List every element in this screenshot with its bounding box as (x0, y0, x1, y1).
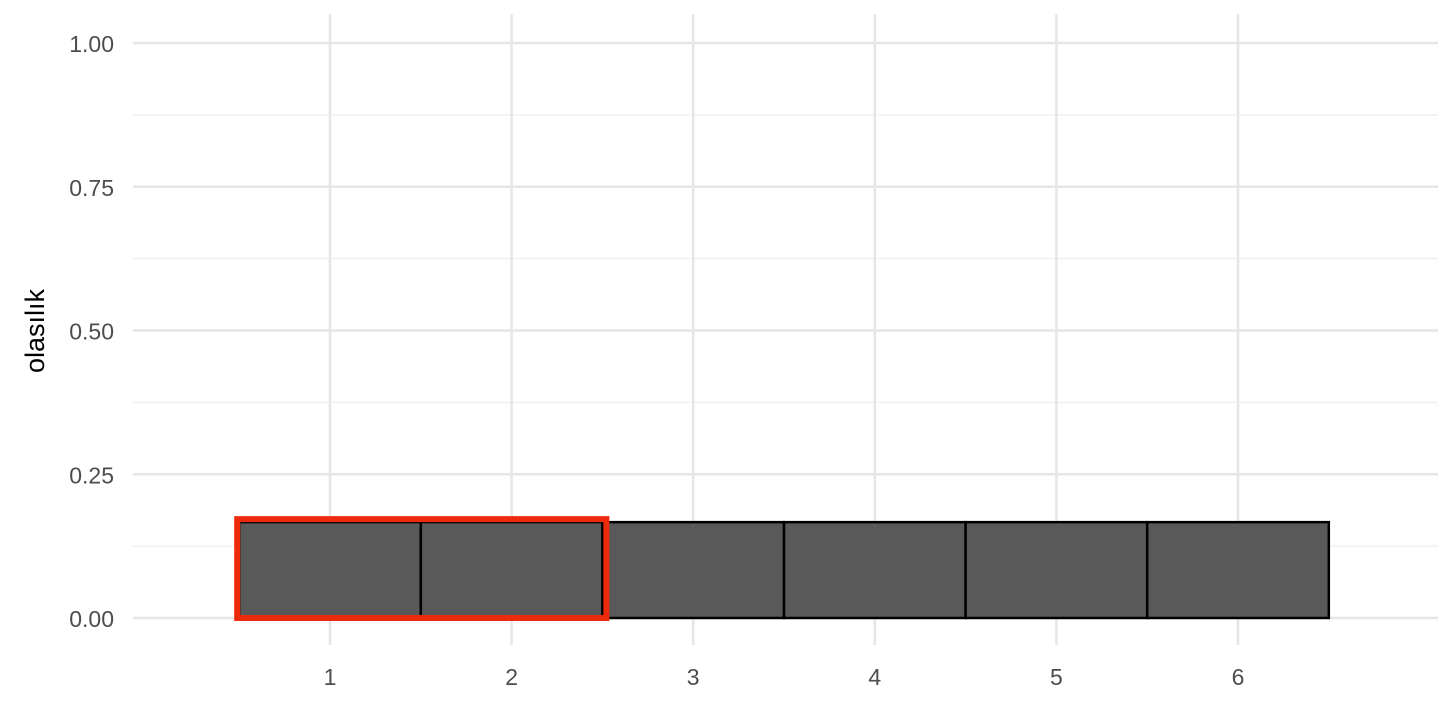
y-tick-labels: 0.00 0.25 0.50 0.75 1.00 (69, 31, 114, 632)
x-tick-labels: 1 2 3 4 5 6 (324, 664, 1245, 690)
highlight (234, 516, 610, 622)
x-tick-label: 6 (1232, 664, 1245, 690)
y-tick-label: 0.75 (69, 175, 114, 201)
bars (237, 520, 1331, 620)
y-tick-label: 0.25 (69, 462, 114, 488)
bar-2 (419, 520, 604, 620)
y-axis-label: olasılık (20, 288, 50, 373)
x-tick-label: 2 (505, 664, 518, 690)
x-tick-label: 3 (687, 664, 700, 690)
bar-5 (964, 520, 1149, 620)
x-tick-label: 5 (1050, 664, 1063, 690)
bar-1 (237, 520, 423, 620)
y-tick-label: 1.00 (69, 31, 114, 57)
bar-3 (601, 520, 786, 620)
bar-4 (782, 520, 967, 620)
highlight-box (234, 516, 610, 622)
y-tick-label: 0.00 (69, 606, 114, 632)
x-tick-label: 1 (324, 664, 337, 690)
bar-6 (1145, 520, 1331, 620)
y-tick-label: 0.50 (69, 319, 114, 345)
x-tick-label: 4 (868, 664, 881, 690)
